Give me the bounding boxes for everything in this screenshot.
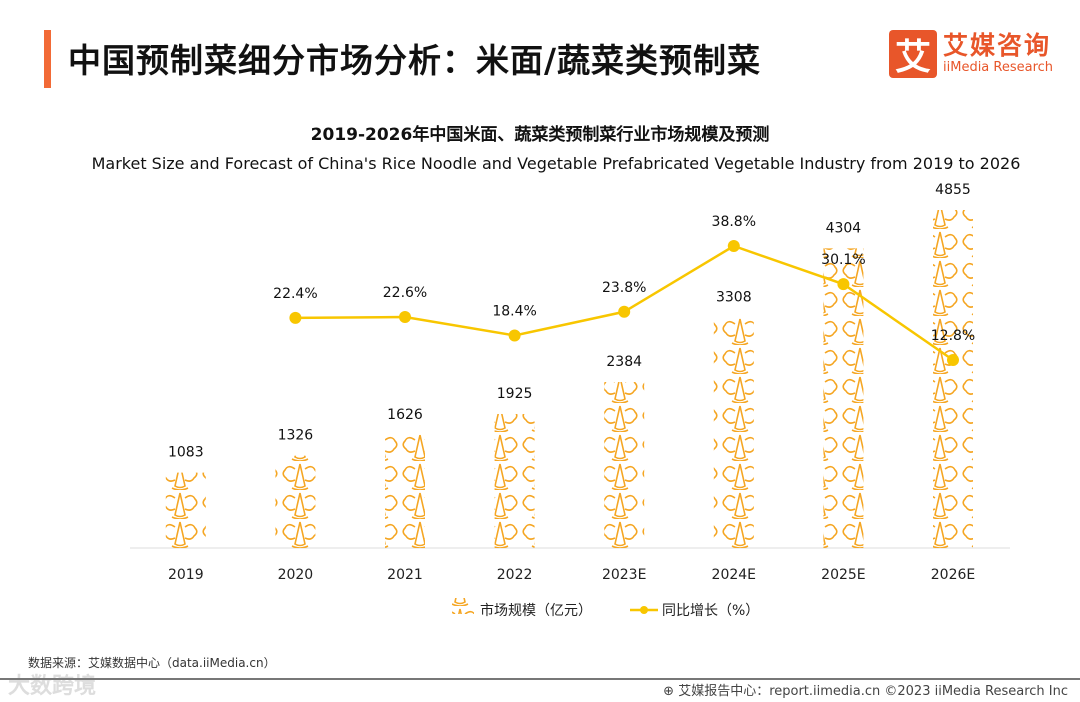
growth-point-2025E [837,278,850,291]
bar-2024E [713,317,754,548]
bar-2021 [385,434,425,548]
globe-icon: ⊕ [663,684,679,699]
chart-title: 2019-2026年中国米面、蔬菜类预制菜行业市场规模及预测 [310,125,770,145]
growth-label: 23.8% [602,280,646,296]
watermark: 大数跨境 [8,674,97,699]
bar-2020 [275,455,316,548]
growth-point-2020 [289,311,302,324]
x-tick-label: 2024E [712,567,756,583]
x-tick-label: 2026E [931,567,975,583]
legend-bar-label: 市场规模（亿元） [480,602,592,619]
x-tick-label: 2019 [168,567,204,583]
bar-2019 [165,472,206,548]
footer-credit: ⊕ 艾媒报告中心：report.iimedia.cn ©2023 iiMedia… [663,680,1068,699]
x-tick-label: 2020 [278,567,314,583]
bar-label: 3308 [716,290,752,306]
logo-en: iiMedia Research [943,60,1054,75]
growth-point-2026E [947,354,959,367]
bar-2022 [494,413,535,548]
growth-label: 18.4% [492,303,536,319]
bar-label: 1925 [497,386,533,402]
bar-label: 1083 [168,445,204,461]
footer-text: 艾媒报告中心：report.iimedia.cn ©2023 iiMedia R… [678,684,1068,699]
bar-label: 1326 [278,428,314,444]
bar-label: 4855 [935,182,971,198]
chart-subtitle: Market Size and Forecast of China's Rice… [91,154,1021,173]
title-accent-bar [44,30,51,88]
legend-line-dot [640,606,648,614]
growth-label: 22.4% [273,286,317,302]
logo-cn: 艾媒咨询 [943,31,1052,60]
bar-label: 2384 [606,354,642,370]
footer-divider [0,678,1080,680]
growth-point-2024E [727,240,740,252]
growth-label: 12.8% [931,328,975,344]
data-source: 数据来源：艾媒数据中心（data.iiMedia.cn） [28,656,276,670]
growth-point-2023E [618,305,631,318]
x-tick-label: 2022 [497,567,533,583]
bar-2025E [823,248,864,548]
bar-label: 4304 [826,220,862,236]
bar-2023E [604,382,645,548]
logo-mark: 艾 [889,30,937,78]
page-title: 中国预制菜细分市场分析：米面/蔬菜类预制菜 [68,41,762,80]
legend-line-label: 同比增长（%） [662,603,759,619]
legend-bar-icon [452,598,474,614]
x-tick-label: 2023E [602,567,646,583]
growth-point-2021 [399,311,411,324]
x-tick-label: 2025E [821,567,865,583]
bar-label: 1626 [387,407,423,423]
bar-2026E [933,210,973,548]
logo: 艾 艾媒咨询 iiMedia Research [889,30,1053,78]
growth-label: 38.8% [712,214,756,230]
growth-label: 30.1% [821,252,865,268]
growth-point-2022 [508,329,521,342]
growth-label: 22.6% [383,285,427,301]
x-tick-label: 2021 [387,567,423,583]
